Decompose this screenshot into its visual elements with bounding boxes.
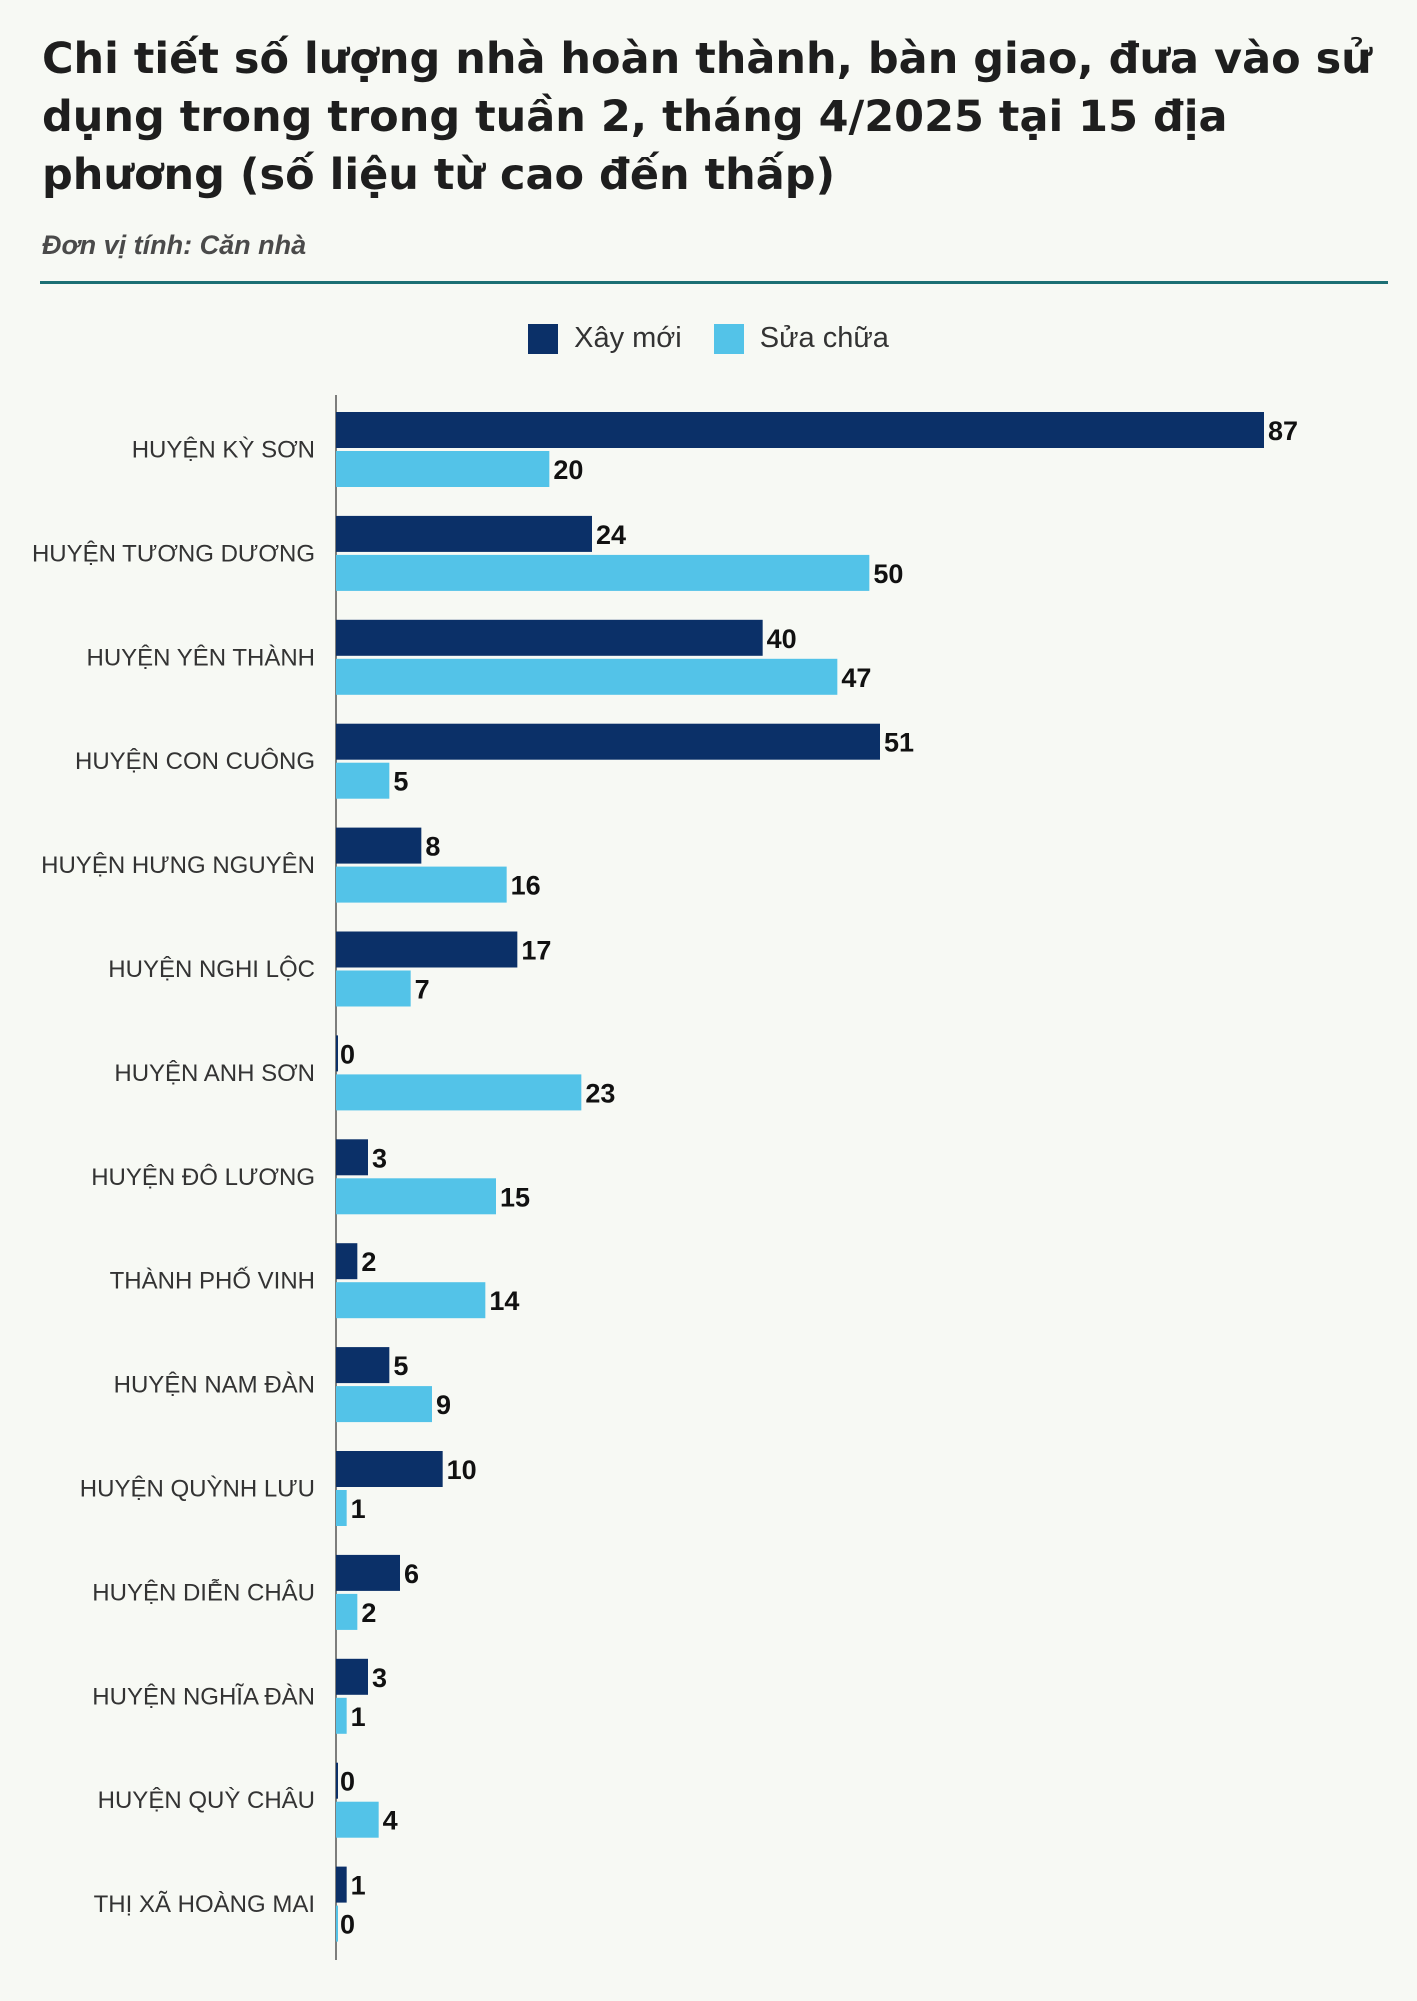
value-label-xay-moi-huyen-dien-chau: 6 (404, 1559, 419, 1589)
bar-sua-chua-huyen-nghia-dan (336, 1697, 347, 1734)
category-label-huyen-nghia-dan: HUYỆN NGHĨA ĐÀN (92, 1683, 315, 1710)
value-label-xay-moi-thanh-pho-vinh: 2 (361, 1247, 376, 1277)
value-label-xay-moi-huyen-yen-thanh: 40 (767, 624, 797, 654)
category-label-huyen-hung-nguyen: HUYỆN HƯNG NGUYÊN (41, 852, 315, 879)
category-label-huyen-quynh-luu: HUYỆN QUỲNH LƯU (80, 1476, 315, 1503)
bar-sua-chua-huyen-nam-dan (336, 1386, 432, 1423)
value-label-xay-moi-huyen-tuong-duong: 24 (596, 520, 626, 550)
category-label-huyen-do-luong: HUYỆN ĐÔ LƯƠNG (91, 1163, 315, 1191)
value-label-xay-moi-huyen-quynh-luu: 10 (447, 1455, 477, 1485)
value-label-sua-chua-huyen-dien-chau: 2 (361, 1598, 376, 1628)
value-label-xay-moi-huyen-nam-dan: 5 (393, 1351, 408, 1381)
bar-xay-moi-thanh-pho-vinh (336, 1243, 358, 1280)
bar-xay-moi-huyen-nghi-loc (336, 931, 518, 968)
bar-sua-chua-huyen-anh-son (336, 1074, 582, 1111)
value-label-sua-chua-huyen-quy-chau: 4 (383, 1806, 398, 1836)
value-label-xay-moi-huyen-anh-son: 0 (340, 1039, 355, 1069)
chart-title: Chi tiết số lượng nhà hoàn thành, bàn gi… (42, 34, 1372, 200)
value-label-sua-chua-thanh-pho-vinh: 14 (489, 1286, 519, 1316)
bar-xay-moi-huyen-quy-chau (336, 1762, 338, 1799)
bar-xay-moi-huyen-hung-nguyen (336, 827, 422, 864)
title-divider (40, 281, 1388, 284)
legend-swatch-sua-chua (713, 323, 744, 354)
value-label-sua-chua-huyen-ky-son: 20 (553, 455, 583, 485)
category-label-huyen-yen-thanh: HUYỆN YÊN THÀNH (87, 644, 316, 671)
category-label-thanh-pho-vinh: THÀNH PHỐ VINH (110, 1267, 315, 1295)
value-label-sua-chua-huyen-anh-son: 23 (585, 1078, 615, 1108)
value-label-xay-moi-huyen-ky-son: 87 (1268, 416, 1298, 446)
bar-sua-chua-huyen-dien-chau (336, 1593, 358, 1630)
category-label-huyen-anh-son: HUYỆN ANH SƠN (114, 1060, 315, 1087)
value-label-xay-moi-huyen-hung-nguyen: 8 (425, 832, 440, 862)
bar-xay-moi-thi-xa-hoang-mai (336, 1866, 347, 1903)
bar-xay-moi-huyen-quynh-luu (336, 1451, 443, 1487)
chart-legend: Xây mới Sửa chữa (0, 322, 1417, 355)
bar-sua-chua-huyen-quynh-luu (336, 1490, 347, 1526)
value-label-xay-moi-huyen-nghi-loc: 17 (521, 936, 551, 966)
bar-sua-chua-huyen-quy-chau (336, 1801, 379, 1838)
bar-xay-moi-huyen-dien-chau (336, 1554, 400, 1591)
bar-sua-chua-thi-xa-hoang-mai (336, 1905, 338, 1942)
bar-sua-chua-huyen-do-luong (336, 1178, 496, 1215)
category-label-huyen-nam-dan: HUYỆN NAM ĐÀN (114, 1372, 315, 1399)
value-label-xay-moi-huyen-do-luong: 3 (372, 1143, 387, 1173)
bar-sua-chua-huyen-con-cuong (336, 762, 390, 799)
value-label-xay-moi-huyen-con-cuong: 51 (884, 728, 914, 758)
bar-sua-chua-huyen-nghi-loc (336, 970, 411, 1007)
value-label-sua-chua-huyen-tuong-duong: 50 (873, 559, 903, 589)
bar-sua-chua-thanh-pho-vinh (336, 1282, 486, 1319)
legend-item-sua-chua: Sửa chữa (713, 322, 889, 355)
value-label-xay-moi-huyen-nghia-dan: 3 (372, 1663, 387, 1693)
bar-sua-chua-huyen-hung-nguyen (336, 866, 507, 903)
value-label-sua-chua-huyen-nam-dan: 9 (436, 1390, 451, 1420)
legend-item-xay-moi: Xây mới (528, 322, 682, 355)
category-label-huyen-con-cuong: HUYỆN CON CUÔNG (75, 747, 315, 775)
legend-label-xay-moi: Xây mới (574, 322, 682, 354)
bar-xay-moi-huyen-nghia-dan (336, 1658, 368, 1695)
bar-xay-moi-huyen-ky-son (336, 412, 1264, 448)
chart-unit-subtitle: Đơn vị tính: Căn nhà (42, 230, 307, 260)
bar-xay-moi-huyen-yen-thanh (336, 619, 763, 656)
value-label-sua-chua-huyen-con-cuong: 5 (393, 767, 408, 797)
value-label-sua-chua-huyen-hung-nguyen: 16 (511, 871, 541, 901)
category-label-huyen-ky-son: HUYỆN KỲ SƠN (132, 437, 315, 464)
category-label-huyen-quy-chau: HUYỆN QUỲ CHÂU (98, 1787, 315, 1814)
legend-label-sua-chua: Sửa chữa (759, 322, 889, 354)
bar-xay-moi-huyen-tuong-duong (336, 515, 592, 552)
category-label-huyen-tuong-duong: HUYỆN TƯƠNG DƯƠNG (32, 540, 315, 567)
value-label-sua-chua-thi-xa-hoang-mai: 0 (340, 1910, 355, 1940)
bar-sua-chua-huyen-ky-son (336, 451, 550, 487)
legend-swatch-xay-moi (528, 323, 559, 354)
value-label-xay-moi-thi-xa-hoang-mai: 1 (351, 1871, 366, 1901)
category-label-thi-xa-hoang-mai: THỊ XÃ HOÀNG MAI (94, 1891, 315, 1918)
category-label-huyen-nghi-loc: HUYỆN NGHI LỘC (108, 955, 315, 983)
value-label-sua-chua-huyen-quynh-luu: 1 (351, 1494, 366, 1524)
category-label-huyen-dien-chau: HUYỆN DIỄN CHÂU (92, 1577, 315, 1606)
value-label-xay-moi-huyen-quy-chau: 0 (340, 1767, 355, 1797)
bar-xay-moi-huyen-anh-son (336, 1035, 338, 1072)
value-label-sua-chua-huyen-nghi-loc: 7 (415, 975, 430, 1005)
bar-xay-moi-huyen-nam-dan (336, 1347, 390, 1384)
bar-sua-chua-huyen-tuong-duong (336, 554, 870, 591)
bar-sua-chua-huyen-yen-thanh (336, 658, 838, 695)
value-label-sua-chua-huyen-do-luong: 15 (500, 1182, 530, 1212)
bar-xay-moi-huyen-do-luong (336, 1139, 368, 1176)
value-label-sua-chua-huyen-nghia-dan: 1 (351, 1702, 366, 1732)
value-label-sua-chua-huyen-yen-thanh: 47 (841, 663, 871, 693)
bar-xay-moi-huyen-con-cuong (336, 723, 880, 760)
